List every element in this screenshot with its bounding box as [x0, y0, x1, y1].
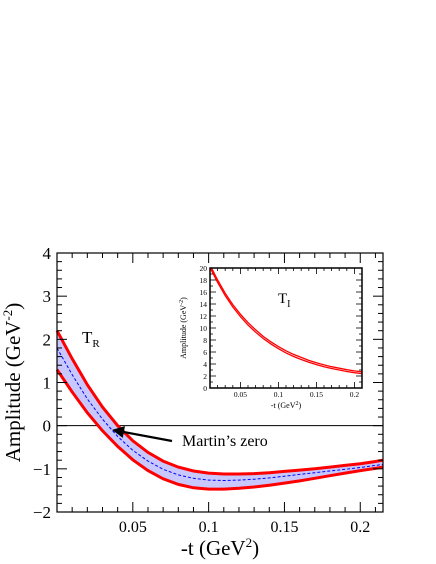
- central-curve: [56, 347, 384, 482]
- inset-curve-upper: [210, 268, 362, 373]
- inset-lines-layer: [210, 268, 362, 375]
- inset-y-tick-label: 14: [200, 300, 208, 309]
- main-band-layer: [57, 330, 383, 490]
- inset-x-tick-label: 0.15: [310, 390, 323, 399]
- y-tick-label: 1: [43, 374, 52, 393]
- band-lower-edge: [55, 368, 384, 491]
- x-tick-label: 0.05: [119, 519, 147, 536]
- inset-y-tick-label: 20: [200, 264, 208, 273]
- main-lines-layer: [55, 329, 384, 491]
- uncertainty-band: [57, 330, 383, 490]
- band-upper-edge: [55, 329, 384, 476]
- inset-axes-layer: 0.05 0.1 0.15 0.2 0 2 4 6 8 10 12 14 16 18 20: [200, 264, 363, 399]
- inset-y-tick-label: 12: [200, 312, 208, 321]
- main-y-axis-label: Amplitude (GeV-2): [0, 303, 25, 463]
- annotation-arrow-line: [123, 430, 173, 443]
- panel-label-ti: TI: [278, 291, 291, 310]
- x-tick-label: 0.1: [199, 519, 219, 536]
- inset-y-tick-label: 6: [203, 348, 207, 357]
- y-tick-label: 2: [43, 330, 52, 349]
- y-tick-label: 3: [43, 287, 52, 306]
- inset-y-tick-label: 2: [203, 372, 207, 381]
- inset-y-tick-label: 8: [203, 336, 207, 345]
- inset-y-tick-label: 18: [200, 276, 208, 285]
- inset-y-tick-label: 16: [200, 288, 208, 297]
- x-tick-label: 0.2: [350, 519, 370, 536]
- inset-y-tick-label: 10: [200, 324, 208, 333]
- y-tick-label: 0: [43, 417, 52, 436]
- y-tick-label: 4: [43, 244, 52, 263]
- inset-curve-lower: [210, 268, 362, 375]
- inset-x-axis-label: -t (GeV2): [271, 401, 302, 410]
- inset-x-tick-label: 0.2: [350, 390, 360, 399]
- panel-label-tr: TR: [82, 328, 100, 350]
- x-tick-label: 0.15: [270, 519, 298, 536]
- inset-x-tick-label: 0.1: [274, 390, 284, 399]
- annotation-arrow-head: [112, 426, 125, 438]
- y-tick-label: −1: [33, 460, 51, 479]
- main-x-axis-label: -t (GeV2): [181, 535, 259, 560]
- annotation-martins-zero: Martin’s zero: [182, 433, 268, 450]
- inset-x-tick-label: 0.05: [234, 390, 247, 399]
- inset-y-axis-label: Amplitude (GeV-2): [179, 297, 188, 359]
- inset-y-tick-label: 4: [203, 360, 207, 369]
- y-tick-label: −2: [33, 503, 51, 522]
- inset-y-tick-label: 0: [203, 384, 207, 393]
